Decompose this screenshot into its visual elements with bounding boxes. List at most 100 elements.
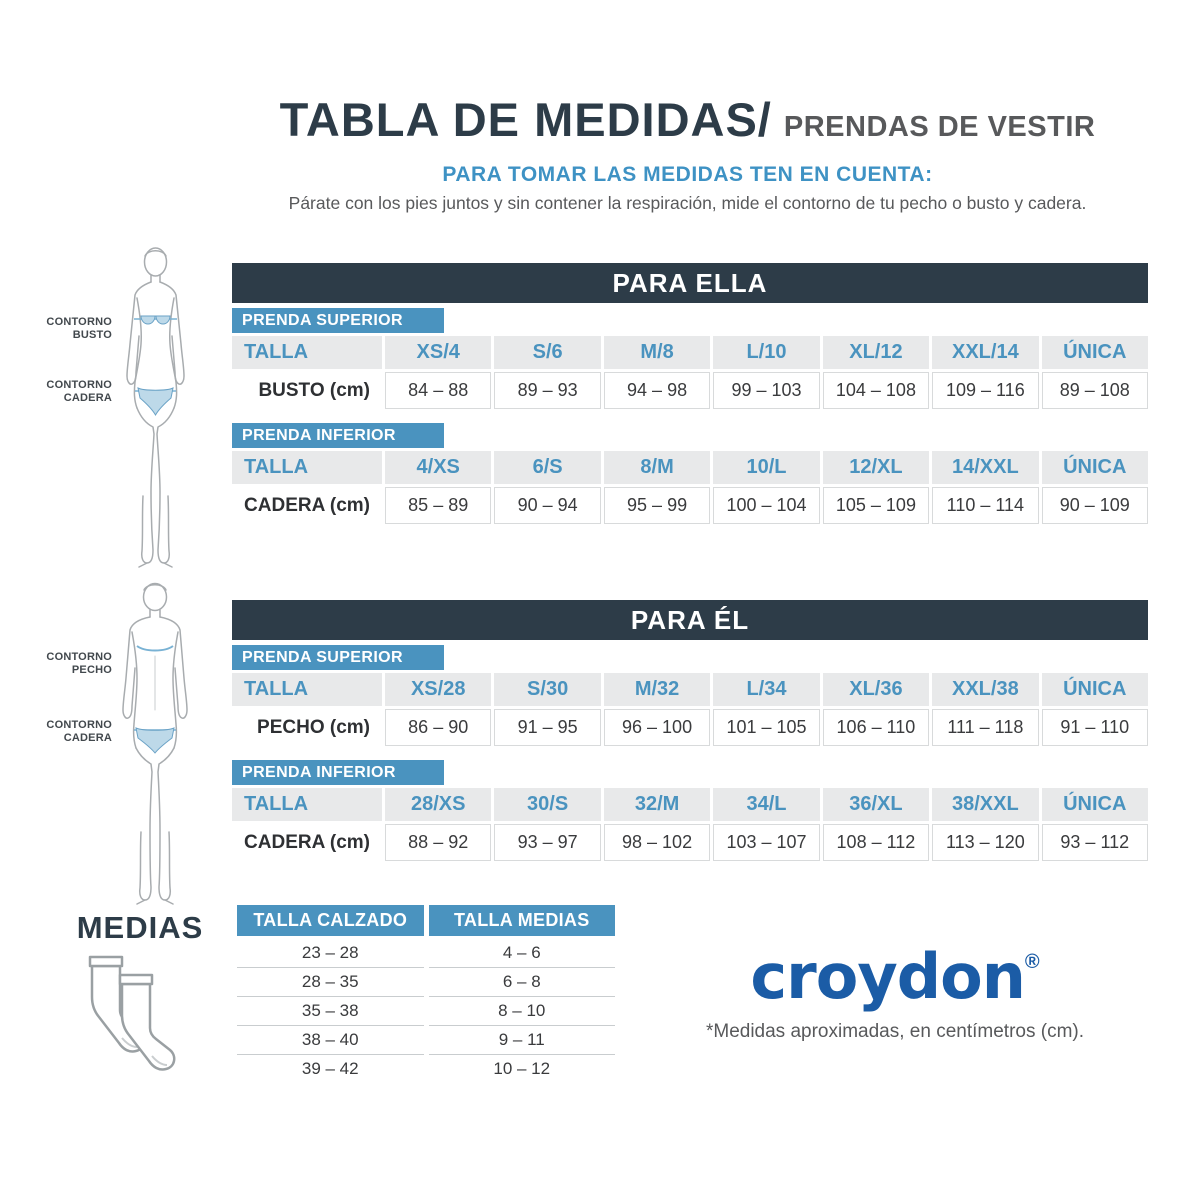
socks-icon xyxy=(88,955,176,1071)
size-cell: S/30 xyxy=(494,673,601,706)
page-header: TABLA DE MEDIDAS/PRENDAS DE VESTIR PARA … xyxy=(225,92,1150,214)
measure-row-label: CADERA (cm) xyxy=(232,824,382,861)
medias-cell: 10 – 12 xyxy=(493,1059,551,1078)
measure-cell: 90 – 94 xyxy=(494,487,601,524)
brand-block: croydon® *Medidas aproximadas, en centím… xyxy=(660,940,1130,1043)
size-row-label: TALLA xyxy=(232,336,382,369)
measure-row-el-cadera: CADERA (cm) 88 – 92 93 – 97 98 – 102 103… xyxy=(232,824,1148,861)
socks-figure xyxy=(74,952,204,1092)
measure-cell: 91 – 95 xyxy=(494,709,601,746)
female-figure xyxy=(108,246,203,576)
measure-cell: 86 – 90 xyxy=(385,709,492,746)
measure-cell: 85 – 89 xyxy=(385,487,492,524)
instructions-heading: PARA TOMAR LAS MEDIDAS TEN EN CUENTA: xyxy=(442,163,933,186)
measure-cell: 94 – 98 xyxy=(603,372,711,409)
instructions-text: Párate con los pies juntos y sin contene… xyxy=(288,193,1087,213)
size-cell: XS/28 xyxy=(385,673,492,706)
table-title-el: PARA ÉL xyxy=(232,600,1148,640)
size-cell: 12/XL xyxy=(822,451,930,484)
size-cell: M/8 xyxy=(603,336,711,369)
medias-cell: 9 – 11 xyxy=(428,1026,615,1055)
measure-row-label: PECHO (cm) xyxy=(232,709,382,746)
measure-cell: 96 – 100 xyxy=(603,709,711,746)
measure-cell: 109 – 116 xyxy=(932,372,1039,409)
medias-cell: 35 – 38 xyxy=(237,997,424,1026)
measure-cell: 91 – 110 xyxy=(1041,709,1148,746)
registered-mark: ® xyxy=(1024,951,1040,973)
measure-cell: 93 – 97 xyxy=(494,824,601,861)
measure-row-ella-busto: BUSTO (cm) 84 – 88 89 – 93 94 – 98 99 – … xyxy=(232,372,1148,409)
size-cell: XS/4 xyxy=(385,336,492,369)
size-cell: 14/XXL xyxy=(932,451,1039,484)
measure-cell: 105 – 109 xyxy=(822,487,930,524)
page-subtitle: PRENDAS DE VESTIR xyxy=(783,111,1096,143)
size-cell: 10/L xyxy=(713,451,820,484)
medias-cell: 8 – 10 xyxy=(428,997,615,1026)
medias-cell: 6 – 8 xyxy=(428,968,615,997)
size-cell: XXL/38 xyxy=(932,673,1039,706)
size-cell: 6/S xyxy=(494,451,601,484)
size-cell: L/34 xyxy=(713,673,820,706)
size-cell: 34/L xyxy=(713,788,820,821)
measure-cell: 89 – 93 xyxy=(494,372,601,409)
table-title-ella: PARA ELLA xyxy=(232,263,1148,303)
size-cell: 38/XXL xyxy=(932,788,1039,821)
brand-name: croydon xyxy=(750,940,1025,1013)
medias-heading: MEDIAS xyxy=(76,910,204,945)
measure-cell: 84 – 88 xyxy=(385,372,492,409)
medias-cell: 23 – 28 xyxy=(237,939,424,968)
size-cell: 4/XS xyxy=(385,451,492,484)
size-row-label: TALLA xyxy=(232,788,382,821)
size-cell: 32/M xyxy=(603,788,711,821)
table-para-ella: PARA ELLA PRENDA SUPERIOR TALLA XS/4 S/6… xyxy=(232,263,1148,527)
size-cell: ÚNICA xyxy=(1041,451,1148,484)
size-cell: 28/XS xyxy=(385,788,492,821)
measure-cell: 95 – 99 xyxy=(603,487,711,524)
measure-cell: 98 – 102 xyxy=(603,824,711,861)
size-cell: XL/36 xyxy=(822,673,930,706)
measure-cell: 93 – 112 xyxy=(1041,824,1148,861)
medias-header-row: TALLA CALZADO TALLA MEDIAS xyxy=(237,905,615,936)
title-line: TABLA DE MEDIDAS/PRENDAS DE VESTIR xyxy=(225,92,1150,147)
footnote: *Medidas aproximadas, en centímetros (cm… xyxy=(705,1021,1085,1042)
label-contorno-pecho: CONTORNO PECHO xyxy=(46,651,112,677)
table-para-el: PARA ÉL PRENDA SUPERIOR TALLA XS/28 S/30… xyxy=(232,600,1148,864)
page-title: TABLA DE MEDIDAS/ xyxy=(279,93,772,146)
size-cell: 8/M xyxy=(603,451,711,484)
size-row-label: TALLA xyxy=(232,673,382,706)
male-body-illustration xyxy=(122,582,188,905)
female-body-illustration xyxy=(126,247,185,568)
label-contorno-cadera-female: CONTORNO CADERA xyxy=(46,379,112,405)
male-figure xyxy=(105,582,205,912)
measure-cell: 89 – 108 xyxy=(1041,372,1148,409)
section-bar-el-inferior: PRENDA INFERIOR xyxy=(232,760,444,785)
measure-cell: 110 – 114 xyxy=(932,487,1039,524)
measure-row-label: CADERA (cm) xyxy=(232,487,382,524)
medias-row: 28 – 35 6 – 8 xyxy=(237,968,615,997)
size-cell: L/10 xyxy=(713,336,820,369)
measure-cell: 90 – 109 xyxy=(1041,487,1148,524)
medias-cell: 39 – 42 xyxy=(301,1059,359,1078)
measure-row-ella-cadera: CADERA (cm) 85 – 89 90 – 94 95 – 99 100 … xyxy=(232,487,1148,524)
size-cell: ÚNICA xyxy=(1041,673,1148,706)
measure-row-label: BUSTO (cm) xyxy=(232,372,382,409)
size-cell: 36/XL xyxy=(822,788,930,821)
croydon-logo: croydon® xyxy=(660,940,1130,1013)
medias-row: 35 – 38 8 – 10 xyxy=(237,997,615,1026)
measure-cell: 104 – 108 xyxy=(822,372,930,409)
medias-col-header-calzado: TALLA CALZADO xyxy=(237,905,424,936)
medias-cell: 28 – 35 xyxy=(237,968,424,997)
measure-cell: 111 – 118 xyxy=(932,709,1039,746)
size-row-el-superior: TALLA XS/28 S/30 M/32 L/34 XL/36 XXL/38 … xyxy=(232,673,1148,706)
section-bar-el-superior: PRENDA SUPERIOR xyxy=(232,645,444,670)
size-cell: 30/S xyxy=(494,788,601,821)
measure-cell: 103 – 107 xyxy=(713,824,820,861)
size-cell: ÚNICA xyxy=(1041,336,1148,369)
measure-cell: 101 – 105 xyxy=(713,709,820,746)
label-contorno-cadera-male: CONTORNO CADERA xyxy=(46,719,112,745)
measure-cell: 99 – 103 xyxy=(713,372,820,409)
size-cell: M/32 xyxy=(603,673,711,706)
medias-cell: 38 – 40 xyxy=(237,1026,424,1055)
size-cell: ÚNICA xyxy=(1041,788,1148,821)
medias-table: TALLA CALZADO TALLA MEDIAS 23 – 28 4 – 6… xyxy=(237,905,615,1083)
